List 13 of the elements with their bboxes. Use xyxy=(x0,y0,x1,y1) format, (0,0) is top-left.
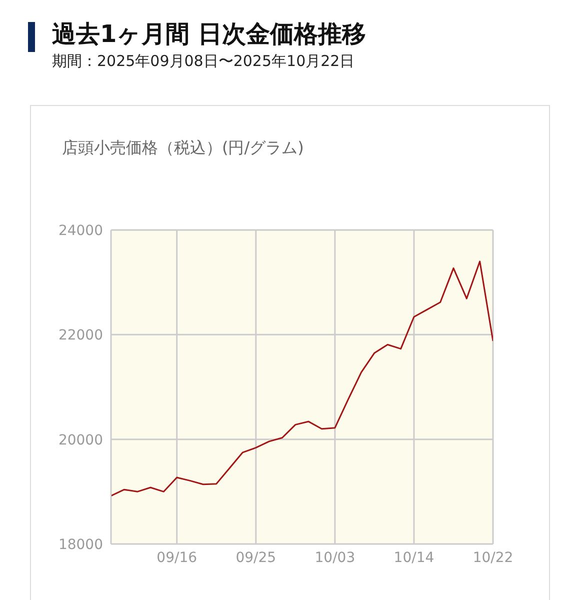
x-tick-label: 09/25 xyxy=(236,550,276,566)
y-axis-title: 店頭小売価格（税込）(円/グラム) xyxy=(62,138,304,159)
y-tick-label: 22000 xyxy=(58,328,103,344)
x-tick-label: 10/22 xyxy=(472,550,514,566)
line-series xyxy=(111,260,493,497)
y-tick-label: 20000 xyxy=(58,432,103,448)
x-tick-label: 09/16 xyxy=(156,550,198,566)
chart-subtitle: 期間：2025年09月08日〜2025年10月22日 xyxy=(52,51,356,72)
chart-title: 過去1ヶ月間 日次金価格推移 xyxy=(52,19,368,50)
y-tick-label: 24000 xyxy=(58,222,103,239)
y-tick-label: 18000 xyxy=(58,536,103,553)
x-tick-label: 10/14 xyxy=(394,550,434,566)
x-tick-label: 10/03 xyxy=(314,550,356,566)
